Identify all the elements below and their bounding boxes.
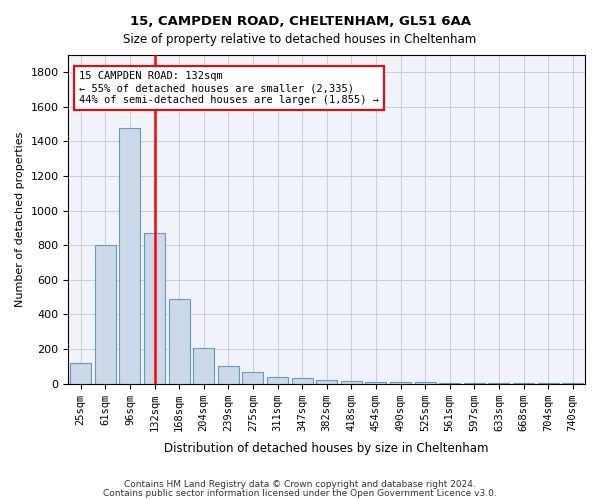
Bar bbox=[169, 299, 190, 384]
Bar bbox=[119, 128, 140, 384]
Bar bbox=[144, 233, 165, 384]
Text: Size of property relative to detached houses in Cheltenham: Size of property relative to detached ho… bbox=[124, 32, 476, 46]
Bar bbox=[193, 348, 214, 384]
Bar bbox=[538, 383, 559, 384]
Bar bbox=[365, 382, 386, 384]
Text: Contains public sector information licensed under the Open Government Licence v3: Contains public sector information licen… bbox=[103, 488, 497, 498]
Bar bbox=[439, 383, 460, 384]
Bar bbox=[95, 246, 116, 384]
Bar bbox=[488, 383, 509, 384]
Y-axis label: Number of detached properties: Number of detached properties bbox=[15, 132, 25, 307]
X-axis label: Distribution of detached houses by size in Cheltenham: Distribution of detached houses by size … bbox=[164, 442, 489, 455]
Bar bbox=[341, 381, 362, 384]
Bar bbox=[218, 366, 239, 384]
Text: 15, CAMPDEN ROAD, CHELTENHAM, GL51 6AA: 15, CAMPDEN ROAD, CHELTENHAM, GL51 6AA bbox=[130, 15, 470, 28]
Text: 15 CAMPDEN ROAD: 132sqm
← 55% of detached houses are smaller (2,335)
44% of semi: 15 CAMPDEN ROAD: 132sqm ← 55% of detache… bbox=[79, 72, 379, 104]
Bar bbox=[267, 376, 288, 384]
Text: Contains HM Land Registry data © Crown copyright and database right 2024.: Contains HM Land Registry data © Crown c… bbox=[124, 480, 476, 489]
Bar bbox=[562, 383, 583, 384]
Bar bbox=[513, 383, 534, 384]
Bar bbox=[390, 382, 411, 384]
Bar bbox=[464, 383, 485, 384]
Bar bbox=[292, 378, 313, 384]
Bar bbox=[316, 380, 337, 384]
Bar bbox=[242, 372, 263, 384]
Bar bbox=[415, 382, 436, 384]
Bar bbox=[70, 363, 91, 384]
